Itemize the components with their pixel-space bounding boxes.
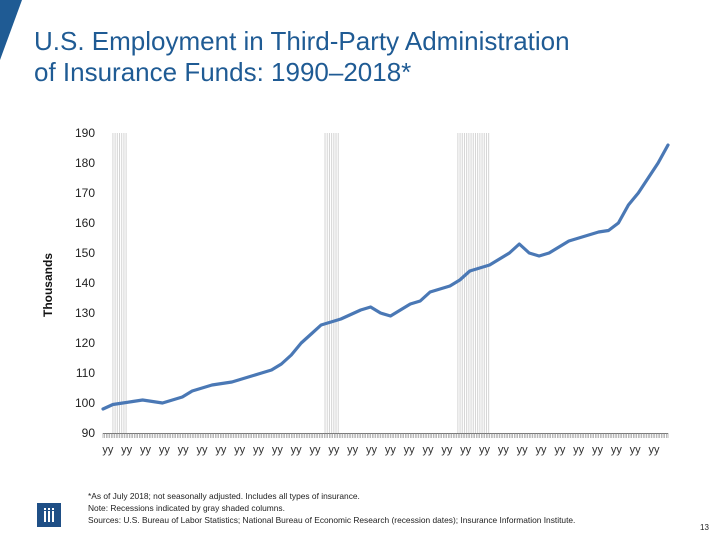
x-tick-label: yy (441, 444, 453, 456)
x-tick-label: yy (196, 444, 208, 456)
iii-logo (37, 503, 61, 527)
y-tick-label: 140 (75, 276, 95, 290)
x-tick-label: yy (498, 444, 510, 456)
x-tick-label: yy (592, 444, 604, 456)
title-line-2: of Insurance Funds: 1990–2018* (34, 57, 412, 87)
y-tick-label: 110 (76, 366, 95, 380)
y-tick-label: 120 (75, 336, 95, 350)
x-tick-label: yy (648, 444, 660, 456)
footnote-line-2: Note: Recessions indicated by gray shade… (88, 503, 285, 513)
x-tick-label: yy (535, 444, 547, 456)
x-tick-label: yy (404, 444, 416, 456)
footnote-line-1: *As of July 2018; not seasonally adjuste… (88, 491, 360, 501)
y-tick-label: 180 (75, 156, 95, 170)
x-tick-label: yy (479, 444, 491, 456)
slide-title: U.S. Employment in Third-Party Administr… (34, 26, 694, 88)
x-tick-label: yy (385, 444, 397, 456)
x-tick-label: yy (159, 444, 171, 456)
x-tick-label: yy (422, 444, 434, 456)
x-tick-label: yy (366, 444, 378, 456)
footnote: *As of July 2018; not seasonally adjuste… (88, 490, 688, 526)
x-tick-label: yy (253, 444, 265, 456)
x-tick-label: yy (554, 444, 566, 456)
y-tick-label: 130 (75, 306, 95, 320)
x-tick-label: yy (234, 444, 246, 456)
footnote-line-3: Sources: U.S. Bureau of Labor Statistics… (88, 515, 576, 525)
y-tick-label: 90 (82, 426, 96, 440)
x-tick-label: yy (272, 444, 284, 456)
page-number: 13 (700, 523, 709, 532)
x-tick-label: yy (460, 444, 472, 456)
x-tick-label: yy (178, 444, 190, 456)
x-tick-label: yy (309, 444, 321, 456)
corner-triangle-decoration (0, 0, 22, 60)
x-tick-label: yy (517, 444, 529, 456)
y-tick-label: 160 (75, 216, 95, 230)
x-tick-label: yy (140, 444, 152, 456)
x-tick-label: yy (102, 444, 114, 456)
y-tick-label: 100 (75, 396, 95, 410)
y-tick-label: 170 (75, 186, 95, 200)
x-tick-label: yy (611, 444, 623, 456)
x-tick-label: yy (630, 444, 642, 456)
x-tick-label: yy (347, 444, 359, 456)
x-tick-label: yy (215, 444, 227, 456)
employment-series-line (101, 143, 670, 411)
title-line-1: U.S. Employment in Third-Party Administr… (34, 26, 570, 56)
y-tick-label: 190 (75, 126, 95, 140)
x-tick-label: yy (328, 444, 340, 456)
x-tick-label: yy (291, 444, 303, 456)
x-tick-label: yy (573, 444, 585, 456)
y-tick-label: 150 (75, 246, 95, 260)
x-tick-label: yy (121, 444, 133, 456)
